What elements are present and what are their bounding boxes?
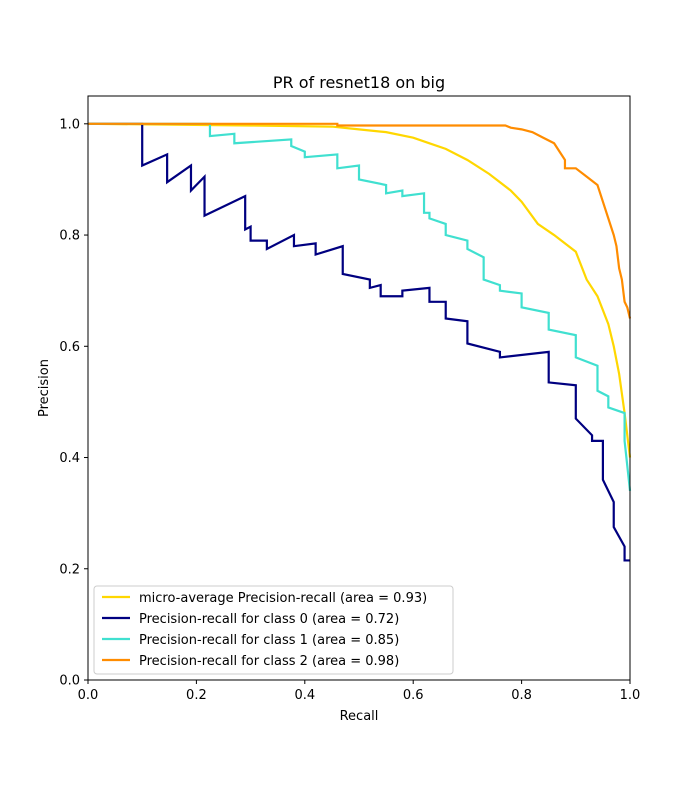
legend-box xyxy=(93,585,454,675)
x-axis-ticks: 0.0 0.2 0.4 0.6 0.8 1.0 xyxy=(78,680,641,703)
series-line-2 xyxy=(88,122,632,492)
y-axis-label: Precision xyxy=(37,359,52,417)
x-tick-label: 0.8 xyxy=(511,688,532,703)
series-line-3 xyxy=(88,122,632,319)
legend-items: micro-average Precision-recall (area = 0… xyxy=(102,591,427,669)
y-tick-label: 1.0 xyxy=(59,117,80,132)
y-tick-label: 0.6 xyxy=(59,340,80,355)
x-tick-label: 0.6 xyxy=(403,688,424,703)
chart-legend: micro-average Precision-recall (area = 0… xyxy=(93,585,454,675)
legend-label-2: Precision-recall for class 1 (area = 0.8… xyxy=(139,633,399,648)
x-tick-label: 0.4 xyxy=(294,688,315,703)
y-tick-label: 0.0 xyxy=(59,674,80,689)
legend-label-3: Precision-recall for class 2 (area = 0.9… xyxy=(139,654,399,669)
y-tick-label: 0.8 xyxy=(59,229,80,244)
x-tick-label: 1.0 xyxy=(620,688,641,703)
x-axis-label: Recall xyxy=(340,709,379,724)
y-axis-ticks: 0.0 0.2 0.4 0.6 0.8 1.0 xyxy=(59,117,88,689)
chart-title: PR of resnet18 on big xyxy=(273,73,445,92)
x-tick-label: 0.0 xyxy=(78,688,99,703)
series-layer xyxy=(87,122,632,562)
axes-frame xyxy=(87,95,631,681)
y-tick-label: 0.4 xyxy=(59,451,80,466)
legend-label-0: micro-average Precision-recall (area = 0… xyxy=(139,591,427,606)
y-tick-label: 0.2 xyxy=(59,562,80,577)
x-tick-label: 0.2 xyxy=(186,688,207,703)
series-line-0 xyxy=(87,122,632,458)
legend-label-1: Precision-recall for class 0 (area = 0.7… xyxy=(139,612,399,627)
series-line-1 xyxy=(88,122,630,562)
